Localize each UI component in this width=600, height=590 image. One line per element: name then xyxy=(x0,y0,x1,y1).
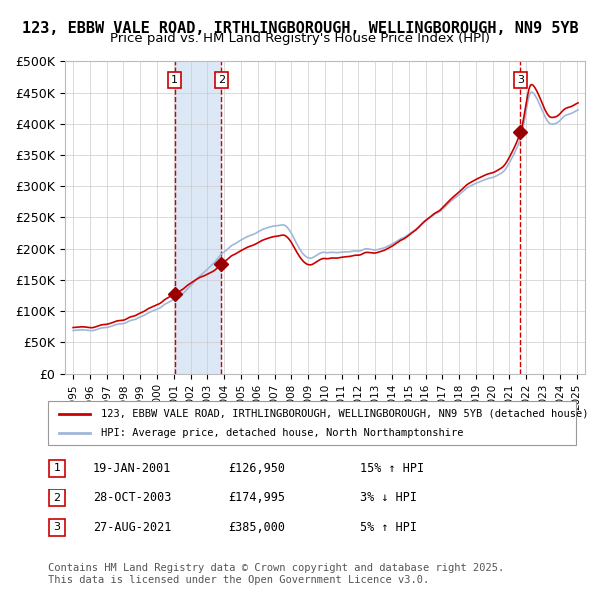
Text: £174,995: £174,995 xyxy=(228,491,285,504)
Text: HPI: Average price, detached house, North Northamptonshire: HPI: Average price, detached house, Nort… xyxy=(101,428,463,438)
Text: £385,000: £385,000 xyxy=(228,521,285,534)
Text: 19-JAN-2001: 19-JAN-2001 xyxy=(93,462,172,475)
Text: 123, EBBW VALE ROAD, IRTHLINGBOROUGH, WELLINGBOROUGH, NN9 5YB (detached house): 123, EBBW VALE ROAD, IRTHLINGBOROUGH, WE… xyxy=(101,409,588,418)
FancyBboxPatch shape xyxy=(49,490,65,506)
Text: 3% ↓ HPI: 3% ↓ HPI xyxy=(360,491,417,504)
Text: Price paid vs. HM Land Registry's House Price Index (HPI): Price paid vs. HM Land Registry's House … xyxy=(110,32,490,45)
Text: 1: 1 xyxy=(53,464,61,473)
FancyBboxPatch shape xyxy=(49,460,65,477)
Text: 2: 2 xyxy=(53,493,61,503)
FancyBboxPatch shape xyxy=(48,401,576,445)
Text: £126,950: £126,950 xyxy=(228,462,285,475)
Text: 5% ↑ HPI: 5% ↑ HPI xyxy=(360,521,417,534)
Bar xyxy=(175,61,221,373)
Text: 3: 3 xyxy=(517,75,524,85)
Text: 123, EBBW VALE ROAD, IRTHLINGBOROUGH, WELLINGBOROUGH, NN9 5YB: 123, EBBW VALE ROAD, IRTHLINGBOROUGH, WE… xyxy=(22,21,578,35)
Text: 3: 3 xyxy=(53,523,61,532)
Text: 28-OCT-2003: 28-OCT-2003 xyxy=(93,491,172,504)
Text: 2: 2 xyxy=(218,75,225,85)
FancyBboxPatch shape xyxy=(49,519,65,536)
Text: 15% ↑ HPI: 15% ↑ HPI xyxy=(360,462,424,475)
Text: 1: 1 xyxy=(171,75,178,85)
Text: Contains HM Land Registry data © Crown copyright and database right 2025.
This d: Contains HM Land Registry data © Crown c… xyxy=(48,563,504,585)
Text: 27-AUG-2021: 27-AUG-2021 xyxy=(93,521,172,534)
